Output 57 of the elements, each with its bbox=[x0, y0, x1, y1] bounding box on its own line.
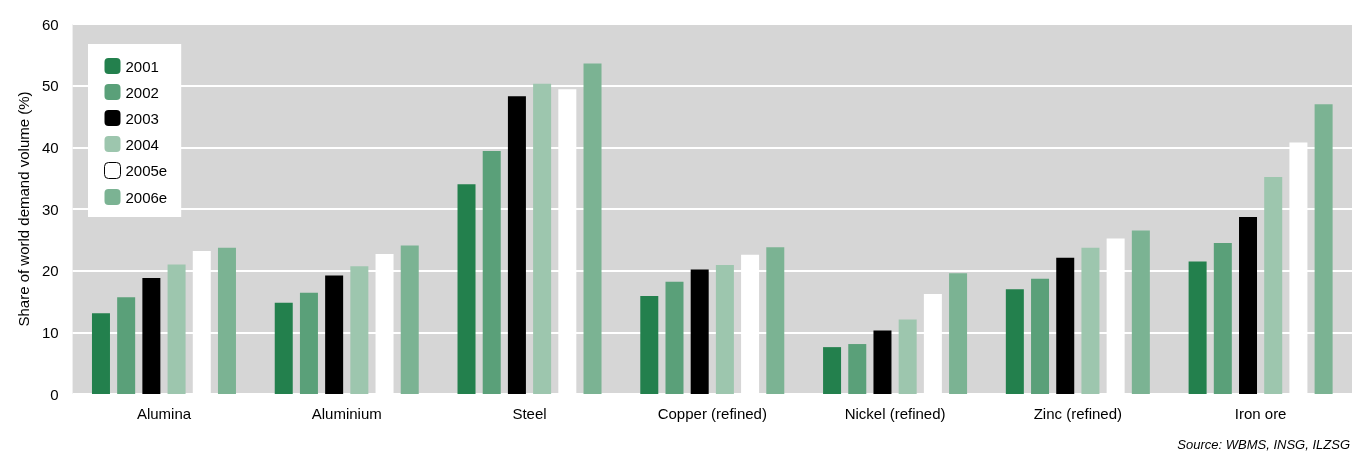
x-tick-label: Iron ore bbox=[1234, 405, 1287, 422]
bar bbox=[1081, 247, 1100, 394]
x-tick-label: Alumina bbox=[136, 405, 192, 422]
bar bbox=[507, 96, 526, 394]
legend-label: 2001 bbox=[125, 57, 159, 75]
source-note: Source: WBMS, INSG, ILZSG bbox=[1177, 437, 1351, 452]
bar bbox=[1056, 257, 1075, 394]
bar bbox=[533, 83, 552, 394]
y-tick-label: 10 bbox=[41, 323, 59, 341]
legend-label: 2002 bbox=[125, 83, 159, 101]
x-tick-label: Aluminium bbox=[311, 405, 382, 422]
bar bbox=[949, 273, 968, 394]
bar bbox=[167, 264, 186, 394]
bar bbox=[142, 278, 161, 394]
bar bbox=[1264, 176, 1283, 394]
y-tick-label: 0 bbox=[50, 385, 59, 403]
bar bbox=[1213, 242, 1232, 394]
bar bbox=[117, 297, 136, 394]
bar bbox=[217, 247, 236, 394]
y-tick-label: 30 bbox=[41, 200, 59, 218]
y-tick-label: 40 bbox=[41, 138, 59, 156]
bar bbox=[1239, 217, 1258, 394]
bar bbox=[457, 184, 476, 394]
bar bbox=[400, 245, 419, 394]
legend-label: 2006e bbox=[125, 188, 168, 206]
bar bbox=[690, 269, 709, 394]
bar bbox=[1188, 261, 1207, 394]
legend-label: 2003 bbox=[125, 109, 159, 127]
bar bbox=[299, 292, 318, 394]
bar bbox=[583, 63, 602, 394]
x-tick-label: Steel bbox=[512, 405, 547, 422]
x-tick-label: Nickel (refined) bbox=[844, 405, 946, 422]
bar bbox=[1005, 289, 1024, 394]
bar bbox=[766, 247, 785, 394]
y-axis-title: Share of world demand volume (%) bbox=[15, 91, 32, 327]
bar bbox=[1031, 278, 1050, 394]
x-tick-label: Zinc (refined) bbox=[1033, 405, 1123, 422]
bar bbox=[848, 344, 867, 394]
y-tick-label: 20 bbox=[41, 262, 59, 280]
bar bbox=[665, 281, 684, 394]
legend-label: 2005e bbox=[125, 162, 168, 179]
bar bbox=[1131, 230, 1150, 394]
bar bbox=[873, 330, 892, 394]
bar bbox=[350, 266, 369, 394]
bar bbox=[715, 265, 734, 394]
bar bbox=[898, 319, 917, 394]
bar bbox=[325, 275, 344, 394]
bar bbox=[274, 302, 293, 394]
bar bbox=[91, 313, 110, 394]
y-tick-label: 50 bbox=[41, 77, 59, 95]
bar bbox=[482, 151, 501, 394]
y-tick-label: 60 bbox=[41, 15, 59, 33]
bar bbox=[823, 347, 842, 394]
bar bbox=[1314, 104, 1333, 394]
bar bbox=[640, 295, 659, 394]
legend-label: 2004 bbox=[125, 135, 159, 153]
x-tick-label: Copper (refined) bbox=[657, 405, 767, 422]
